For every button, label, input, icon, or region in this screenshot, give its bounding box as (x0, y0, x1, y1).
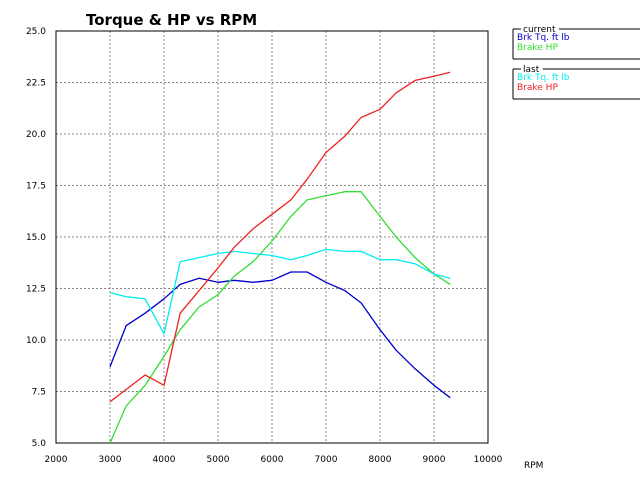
chart-title: Torque & HP vs RPM (86, 11, 257, 29)
y-tick-label: 22.5 (26, 79, 46, 89)
x-tick-label: 6000 (261, 455, 284, 465)
x-axis-ticks: 2000 3000 4000 5000 6000 7000 8000 9000 10000 (45, 455, 503, 465)
y-tick-label: 12.5 (26, 285, 46, 295)
x-tick-label: 2000 (45, 455, 68, 465)
y-tick-label: 10.0 (26, 336, 46, 346)
series-line-3 (109, 71, 451, 403)
legend-entry: Brake HP (517, 43, 558, 53)
y-tick-label: 25.0 (26, 27, 46, 37)
series-line-2 (109, 248, 451, 335)
x-tick-label: 10000 (474, 455, 503, 465)
x-tick-label: 7000 (315, 455, 338, 465)
x-axis-label: RPM (524, 461, 543, 471)
legend-entry: Brake HP (517, 83, 558, 93)
x-tick-label: 4000 (153, 455, 176, 465)
y-tick-label: 17.5 (26, 182, 46, 192)
x-tick-label: 8000 (369, 455, 392, 465)
x-tick-label: 5000 (207, 455, 230, 465)
series-line-0 (109, 271, 451, 399)
x-tick-label: 3000 (99, 455, 122, 465)
legend-entry: Brk Tq. ft lb (517, 33, 570, 43)
legend-header: current (523, 25, 556, 35)
y-tick-label: 20.0 (26, 130, 46, 140)
x-tick-label: 9000 (423, 455, 446, 465)
y-tick-label: 5.0 (32, 439, 47, 449)
y-tick-label: 7.5 (32, 388, 46, 398)
series-line-1 (109, 191, 451, 444)
legend-entry: Brk Tq. ft lb (517, 73, 570, 83)
series-layer (109, 71, 451, 444)
grid (56, 31, 488, 443)
y-axis-ticks: 5.0 7.5 10.0 12.5 15.0 17.5 20.0 22.5 25.0 (26, 27, 46, 449)
plot-frame (55, 30, 489, 444)
y-tick-label: 15.0 (26, 233, 46, 243)
legend-header: last (523, 65, 540, 75)
